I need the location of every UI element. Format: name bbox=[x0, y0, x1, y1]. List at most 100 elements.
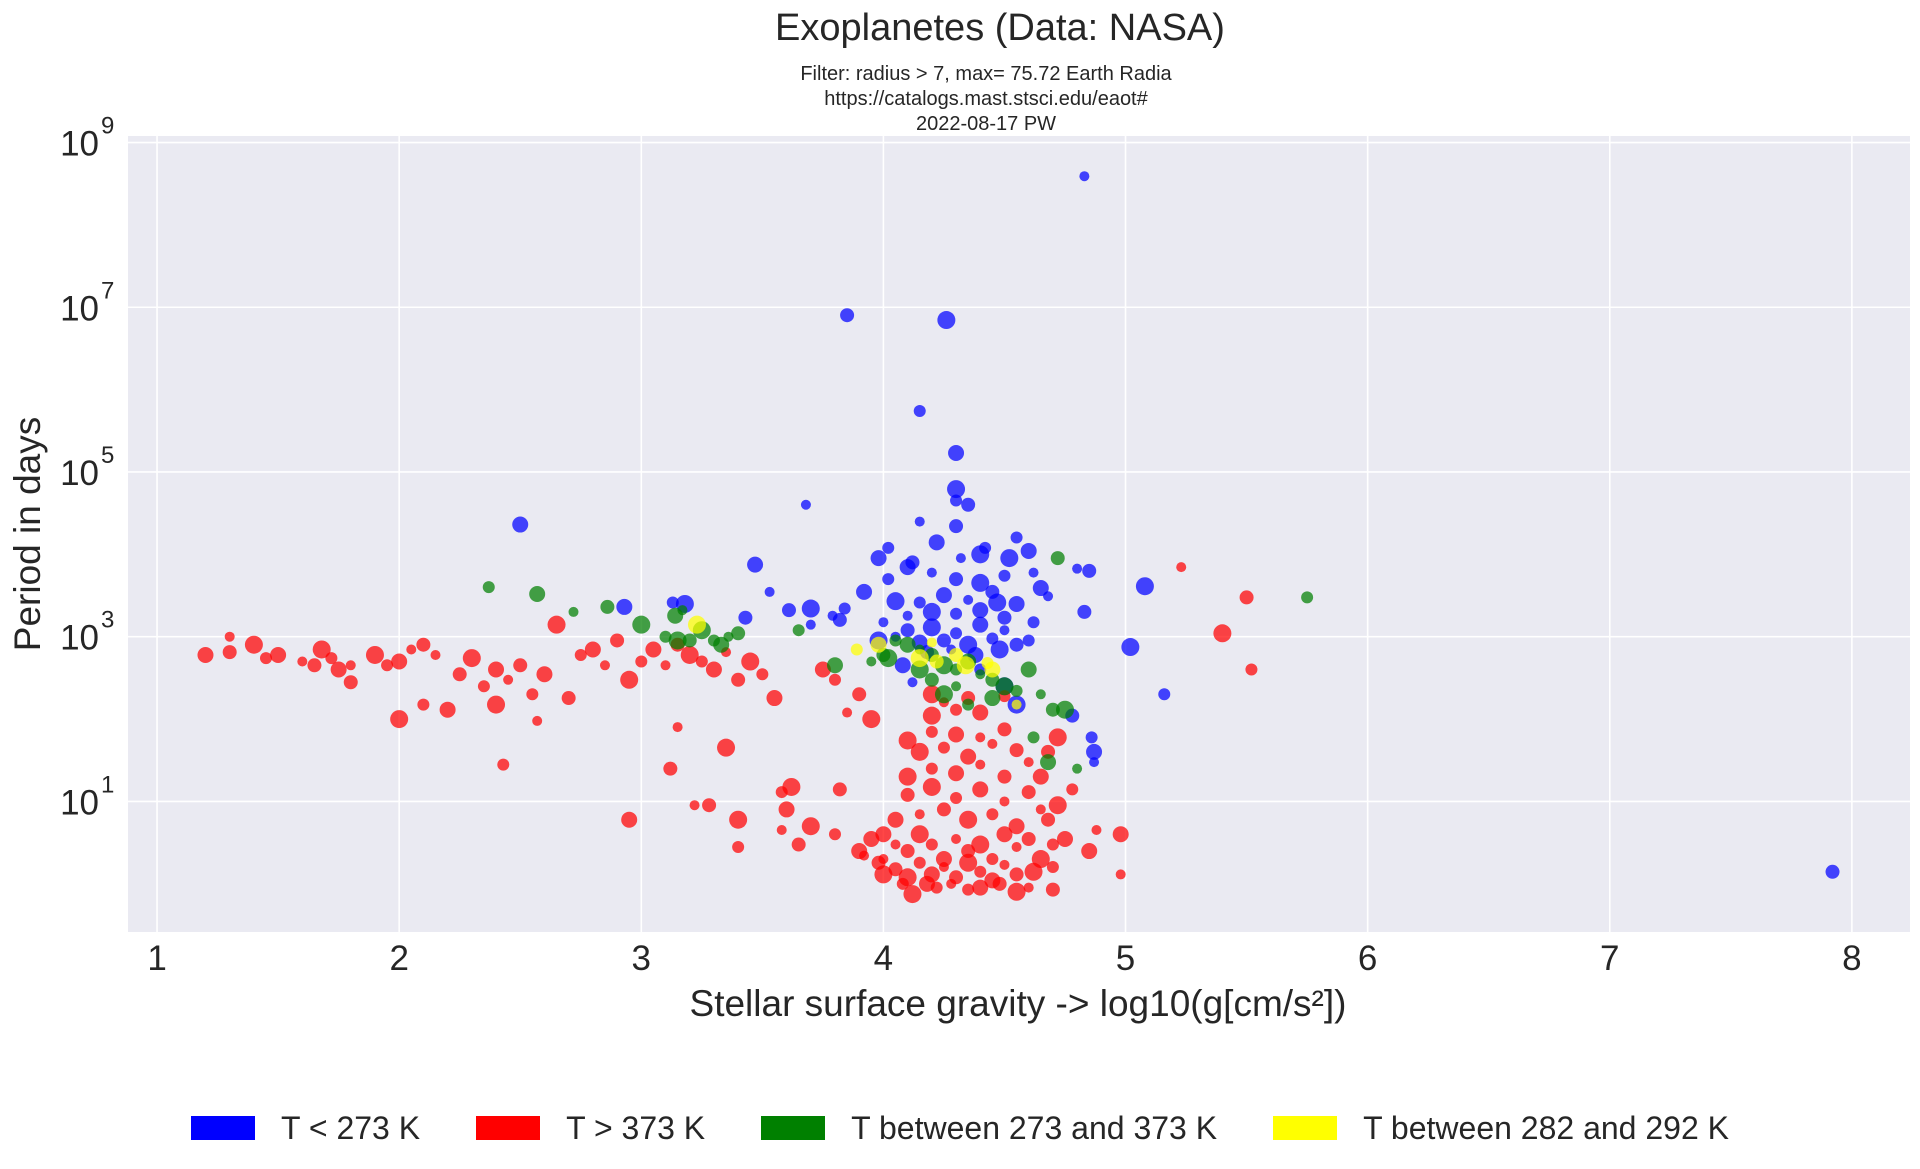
data-point bbox=[1213, 624, 1232, 643]
data-point bbox=[645, 641, 662, 658]
data-point bbox=[345, 660, 356, 671]
data-point bbox=[343, 675, 358, 690]
data-point bbox=[922, 618, 941, 637]
data-point bbox=[975, 732, 986, 743]
data-point bbox=[866, 656, 877, 667]
data-point bbox=[270, 646, 287, 663]
data-point bbox=[1239, 590, 1254, 605]
data-point bbox=[924, 672, 939, 687]
data-point bbox=[1825, 864, 1840, 879]
data-point bbox=[934, 685, 953, 704]
data-point bbox=[828, 673, 841, 686]
legend-label: T < 273 K bbox=[281, 1109, 421, 1146]
data-point bbox=[1028, 567, 1039, 578]
data-point bbox=[666, 596, 679, 609]
data-point bbox=[391, 653, 408, 670]
data-point bbox=[1041, 812, 1056, 827]
data-point bbox=[574, 648, 587, 661]
data-point bbox=[850, 643, 863, 656]
data-point bbox=[1245, 663, 1258, 676]
data-point bbox=[949, 519, 964, 534]
data-point bbox=[532, 715, 543, 726]
data-point bbox=[898, 731, 917, 750]
data-point bbox=[1121, 638, 1140, 657]
data-point bbox=[1082, 563, 1097, 578]
data-point bbox=[526, 688, 539, 701]
data-point bbox=[672, 722, 683, 733]
data-point bbox=[946, 878, 957, 889]
data-point bbox=[949, 572, 964, 587]
data-point bbox=[330, 661, 347, 678]
data-point bbox=[452, 667, 467, 682]
data-point bbox=[902, 610, 913, 621]
data-point bbox=[417, 698, 430, 711]
chart-subtitle-line-2: https://catalogs.mast.stsci.edu/eaot# bbox=[824, 88, 1148, 110]
legend-label: T > 373 K bbox=[566, 1109, 706, 1146]
data-point bbox=[961, 497, 976, 512]
data-point bbox=[971, 835, 990, 854]
data-point bbox=[972, 781, 989, 798]
data-point bbox=[660, 660, 671, 671]
data-point bbox=[1112, 826, 1129, 843]
data-point bbox=[1000, 549, 1019, 568]
data-point bbox=[874, 865, 893, 884]
legend-swatch-red bbox=[476, 1116, 541, 1140]
y-tick-label-base: 10 bbox=[60, 289, 99, 328]
data-point bbox=[972, 616, 989, 633]
data-point bbox=[882, 573, 895, 586]
y-tick-label-exponent: 3 bbox=[101, 607, 114, 634]
data-point bbox=[513, 658, 528, 673]
data-point bbox=[801, 599, 820, 618]
data-point bbox=[307, 658, 322, 673]
data-point bbox=[951, 834, 962, 845]
data-point bbox=[224, 631, 235, 642]
data-point bbox=[905, 555, 920, 570]
data-point bbox=[702, 798, 717, 813]
data-point bbox=[999, 796, 1010, 807]
data-point bbox=[1081, 843, 1098, 860]
gridlines bbox=[128, 136, 1910, 932]
data-point bbox=[1009, 637, 1024, 652]
data-point bbox=[766, 690, 783, 707]
data-point bbox=[687, 615, 706, 634]
data-point bbox=[997, 722, 1012, 737]
data-point bbox=[547, 615, 566, 634]
data-point bbox=[488, 661, 505, 678]
data-point bbox=[929, 654, 944, 669]
chart-subtitle-line-1: Filter: radius > 7, max= 75.72 Earth Rad… bbox=[800, 63, 1172, 85]
data-point bbox=[948, 765, 965, 782]
data-point bbox=[1301, 591, 1314, 604]
data-point bbox=[950, 703, 963, 716]
data-point bbox=[832, 782, 847, 797]
data-point bbox=[600, 599, 615, 614]
data-point bbox=[503, 674, 514, 685]
data-point bbox=[859, 850, 870, 861]
data-point bbox=[1091, 825, 1102, 836]
data-point bbox=[1046, 861, 1059, 874]
data-point bbox=[890, 839, 901, 850]
data-point bbox=[950, 792, 963, 805]
data-point bbox=[863, 831, 880, 848]
data-point bbox=[997, 610, 1012, 625]
x-tick-labels: 1 2 3 4 5 6 7 8 bbox=[147, 939, 1861, 978]
data-point bbox=[1021, 832, 1036, 847]
data-point bbox=[990, 640, 1009, 659]
data-point bbox=[800, 499, 811, 510]
data-point bbox=[390, 710, 409, 729]
data-point bbox=[922, 777, 941, 796]
data-point bbox=[680, 645, 699, 664]
series-0 bbox=[512, 171, 1840, 879]
data-point bbox=[1048, 728, 1067, 747]
data-point bbox=[879, 649, 898, 668]
data-point bbox=[914, 516, 925, 527]
data-point bbox=[963, 594, 974, 605]
data-point bbox=[936, 633, 951, 648]
data-point bbox=[894, 657, 911, 674]
data-point bbox=[986, 853, 999, 866]
data-point bbox=[731, 626, 746, 641]
data-point bbox=[984, 661, 1001, 678]
data-point bbox=[870, 636, 887, 653]
data-point bbox=[948, 445, 965, 462]
y-tick-label-exponent: 5 bbox=[101, 442, 114, 469]
data-point bbox=[896, 877, 909, 890]
